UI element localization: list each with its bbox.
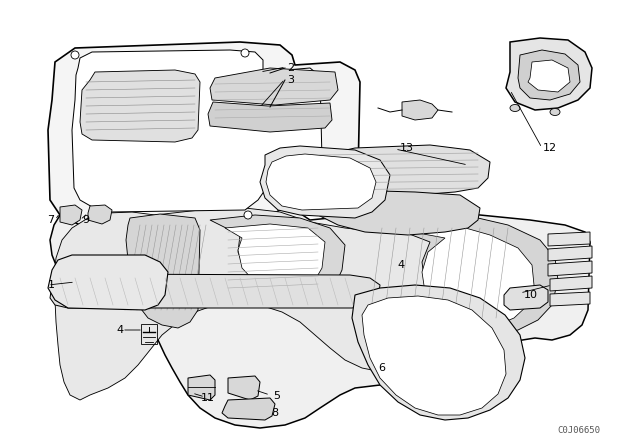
Polygon shape [308, 190, 480, 235]
Text: 7: 7 [47, 215, 54, 225]
Polygon shape [228, 376, 260, 400]
Polygon shape [188, 375, 215, 400]
Text: 9: 9 [82, 215, 89, 225]
Circle shape [68, 211, 76, 219]
Polygon shape [550, 292, 590, 306]
Polygon shape [362, 296, 506, 415]
Text: 10: 10 [524, 290, 538, 300]
Polygon shape [210, 215, 345, 298]
Ellipse shape [510, 104, 520, 112]
Polygon shape [60, 205, 82, 225]
Polygon shape [50, 192, 590, 428]
Polygon shape [210, 68, 338, 105]
Text: 8: 8 [271, 408, 278, 418]
Polygon shape [225, 224, 325, 290]
Polygon shape [550, 276, 592, 291]
Polygon shape [548, 261, 592, 276]
Polygon shape [548, 232, 590, 246]
Text: 1: 1 [48, 280, 55, 290]
Polygon shape [360, 210, 558, 335]
Text: 6: 6 [378, 363, 385, 373]
Polygon shape [54, 208, 535, 400]
Polygon shape [518, 50, 580, 100]
Text: 13: 13 [400, 143, 414, 153]
Polygon shape [352, 285, 525, 420]
Circle shape [244, 211, 252, 219]
Polygon shape [260, 146, 390, 218]
Text: 11: 11 [201, 393, 215, 403]
Polygon shape [528, 60, 570, 92]
Text: 3: 3 [287, 75, 294, 85]
Polygon shape [506, 38, 592, 110]
Polygon shape [208, 102, 332, 132]
Polygon shape [48, 42, 360, 228]
Text: 5: 5 [273, 391, 280, 401]
Polygon shape [266, 154, 376, 210]
Text: 4: 4 [397, 260, 404, 270]
Circle shape [71, 51, 79, 59]
Text: 2: 2 [287, 63, 294, 73]
Ellipse shape [550, 108, 560, 116]
Polygon shape [308, 145, 490, 195]
Polygon shape [548, 246, 592, 261]
Polygon shape [402, 100, 438, 120]
Text: 4: 4 [116, 325, 123, 335]
Polygon shape [504, 285, 548, 310]
Polygon shape [222, 398, 275, 420]
Polygon shape [375, 220, 534, 328]
Polygon shape [72, 50, 322, 212]
Polygon shape [126, 214, 200, 328]
Polygon shape [48, 255, 168, 310]
Polygon shape [50, 274, 380, 308]
Polygon shape [80, 70, 200, 142]
Text: 12: 12 [543, 143, 557, 153]
Text: C0J06650: C0J06650 [557, 426, 600, 435]
Circle shape [241, 49, 249, 57]
Polygon shape [88, 205, 112, 224]
